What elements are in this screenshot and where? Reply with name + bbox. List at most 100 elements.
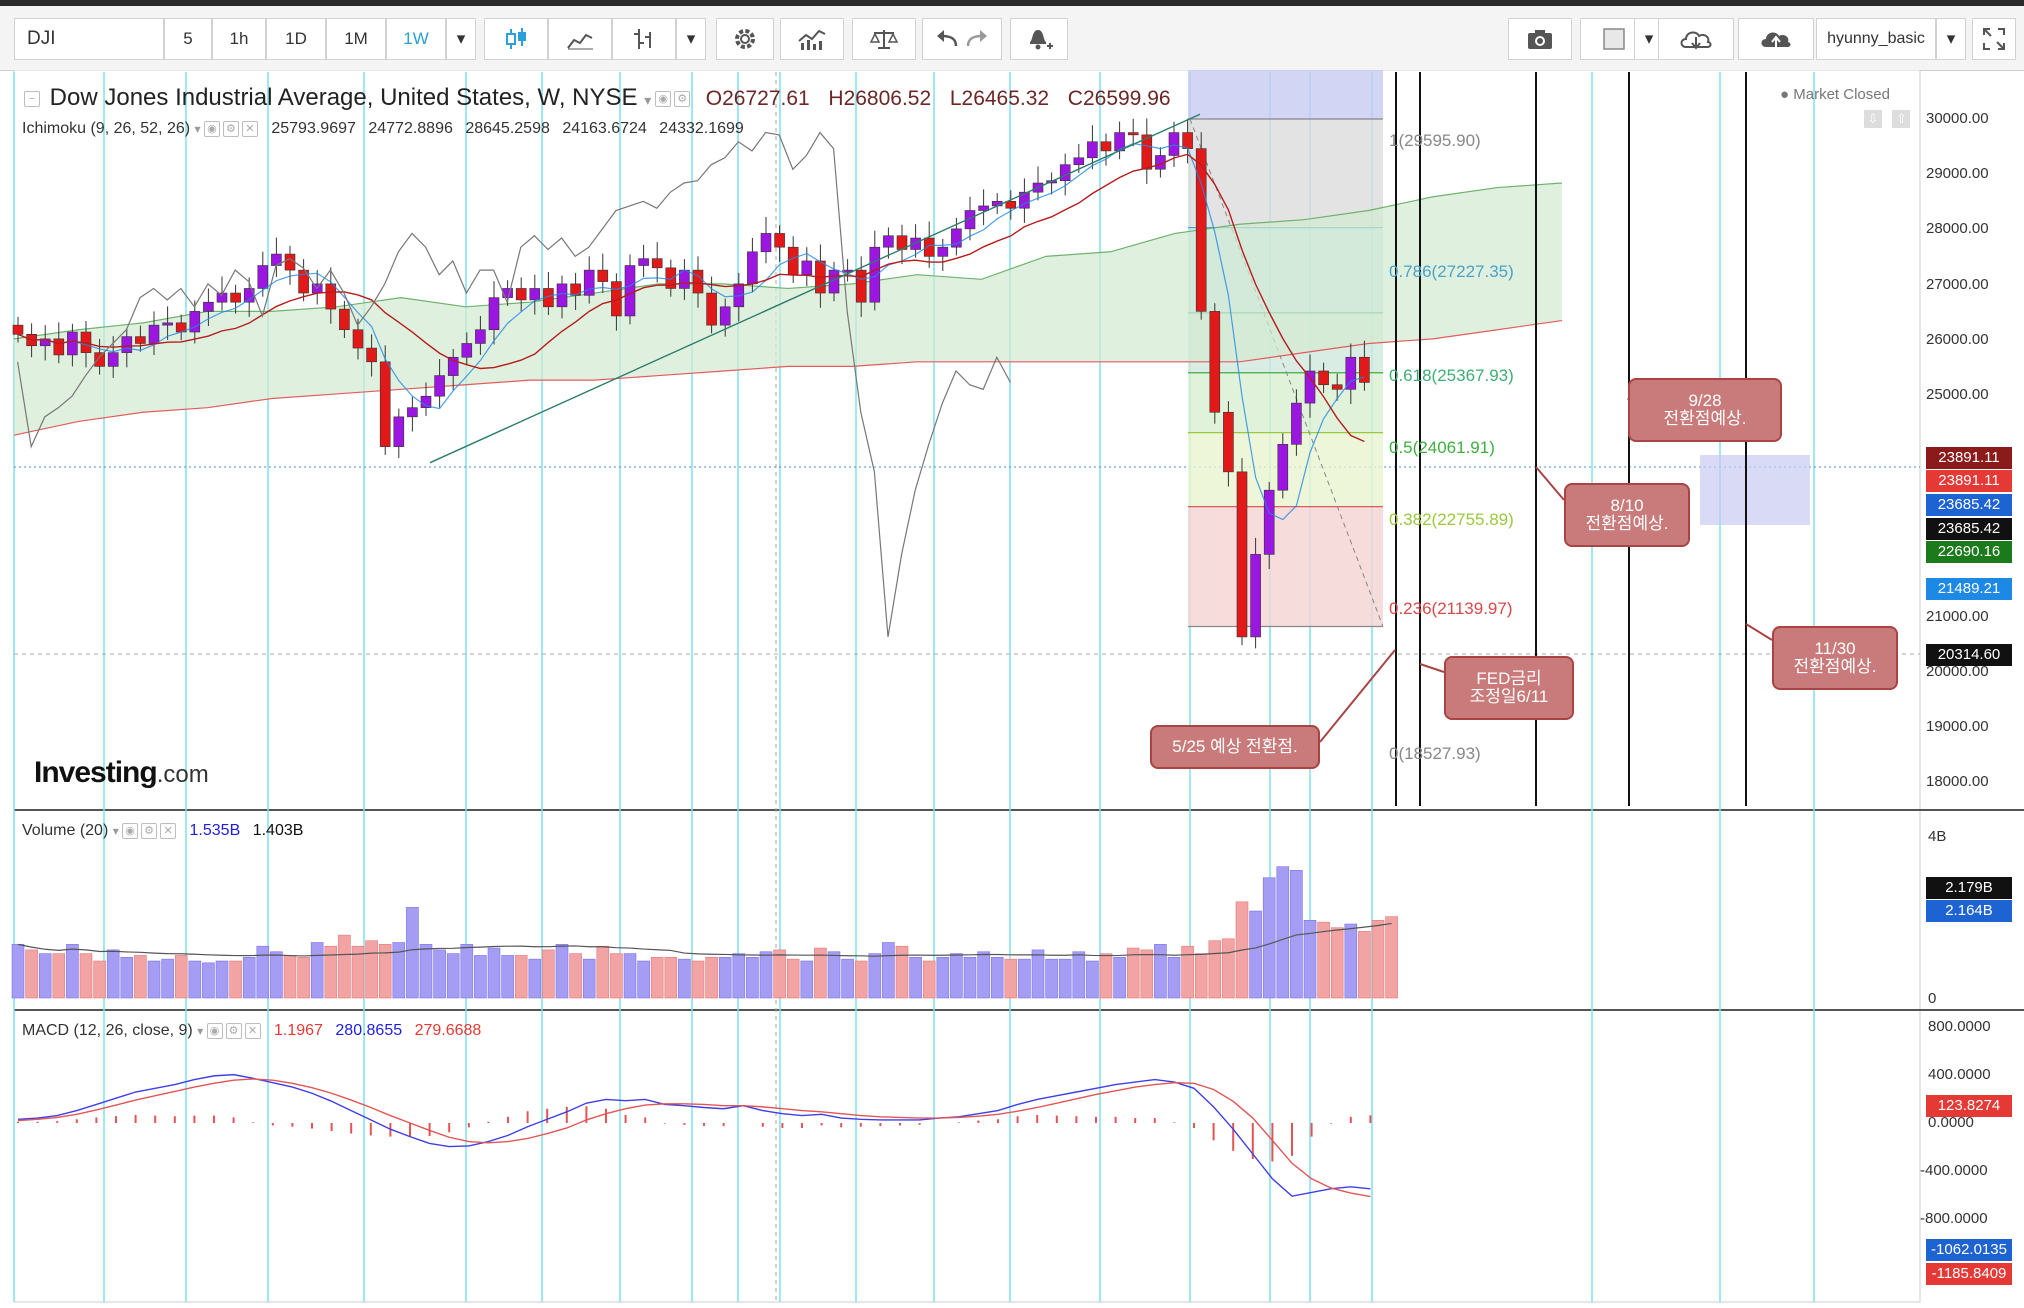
main-series-legend: − Dow Jones Industrial Average, United S… xyxy=(24,84,1171,112)
macd-value-macd: 280.8655 xyxy=(335,1022,403,1039)
volume-bar xyxy=(786,958,800,999)
chevron-down-icon: ▾ xyxy=(686,29,696,48)
candle-body xyxy=(1318,370,1329,386)
screenshot-button[interactable] xyxy=(1508,18,1572,60)
candle-body xyxy=(923,237,935,257)
close-icon[interactable]: ✕ xyxy=(244,1022,261,1039)
compare-button[interactable] xyxy=(852,18,916,60)
candle-body xyxy=(1331,384,1343,390)
interval-dropdown-button[interactable]: ▾ xyxy=(446,18,476,60)
volume-bar xyxy=(800,960,814,999)
interval-label: 1h xyxy=(229,29,249,48)
interval-1h-button[interactable]: 1h xyxy=(212,18,266,60)
candle-body xyxy=(1263,489,1275,555)
interval-1w-button[interactable]: 1W xyxy=(386,18,446,60)
settings-button[interactable] xyxy=(716,18,774,60)
volume-bar xyxy=(705,956,718,999)
eye-icon[interactable]: ◉ xyxy=(122,822,139,839)
investing-logo: Investing.com xyxy=(34,756,209,790)
ohlc-open: O26727.61 xyxy=(705,87,810,110)
chevron-down-icon: ▾ xyxy=(1644,29,1654,48)
volume-bar xyxy=(433,949,446,999)
gear-icon[interactable]: ⚙ xyxy=(222,120,239,137)
pane-background xyxy=(13,70,1921,1303)
candle-body xyxy=(39,338,51,347)
volume-bar xyxy=(895,945,909,999)
candle-body xyxy=(692,269,704,294)
collapse-icon[interactable]: − xyxy=(24,90,40,107)
callout-fed-rate-date[interactable]: FED금리 조정일6/11 xyxy=(1444,656,1574,720)
candle-body xyxy=(1209,311,1221,413)
candle-body xyxy=(257,265,269,289)
volume-bar xyxy=(854,960,868,999)
candle-body xyxy=(787,246,799,276)
candle-body xyxy=(379,361,391,447)
eye-icon[interactable]: ◉ xyxy=(203,120,220,137)
callout-turning-point-0928[interactable]: 9/28 전환점예상. xyxy=(1628,378,1782,442)
price-tag: 23685.42 xyxy=(1926,494,2012,516)
chevron-down-icon[interactable]: ▾ xyxy=(194,122,204,136)
volume-bar xyxy=(446,953,460,999)
chevron-down-icon[interactable]: ▾ xyxy=(197,1024,207,1038)
chevron-down-icon: ▾ xyxy=(1946,29,1956,48)
candle-body xyxy=(1005,201,1017,209)
close-icon[interactable]: ✕ xyxy=(241,120,258,137)
indicators-button[interactable] xyxy=(780,18,844,60)
symbol-text: DJI xyxy=(27,28,56,49)
bar-style-button[interactable] xyxy=(612,18,676,60)
gear-icon[interactable]: ⚙ xyxy=(141,822,158,839)
line-style-button[interactable] xyxy=(548,18,612,60)
volume-bar xyxy=(93,960,106,999)
chevron-down-icon[interactable]: ▾ xyxy=(644,92,656,108)
save-chart-button[interactable] xyxy=(1738,18,1814,60)
interval-1m-button[interactable]: 1M xyxy=(326,18,386,60)
candle-style-button[interactable] xyxy=(484,18,548,60)
arrow-down-icon[interactable]: ⇩ xyxy=(1864,110,1882,128)
fullscreen-button[interactable] xyxy=(1972,18,2016,60)
callout-expected-turning-point[interactable]: 5/25 예상 전환점. xyxy=(1150,725,1320,769)
volume-bar xyxy=(1154,944,1167,999)
gear-icon[interactable]: ⚙ xyxy=(225,1022,242,1039)
add-alert-button[interactable] xyxy=(1010,18,1068,60)
volume-bar xyxy=(365,940,378,999)
fib-level-label: 0.618(25367.93) xyxy=(1389,366,1514,385)
redo-icon[interactable] xyxy=(962,28,990,50)
gear-icon[interactable]: ⚙ xyxy=(674,90,691,107)
candle-body xyxy=(447,356,459,376)
eye-icon[interactable]: ◉ xyxy=(655,90,672,107)
chevron-down-icon[interactable]: ▾ xyxy=(112,824,123,838)
volume-bar xyxy=(582,958,596,999)
volume-bar xyxy=(528,958,542,999)
candle-body xyxy=(53,338,65,356)
volume-bar xyxy=(215,960,229,999)
volume-bar xyxy=(270,951,283,999)
volume-bar xyxy=(841,958,854,999)
candle-body xyxy=(148,324,160,344)
volume-bar xyxy=(106,949,120,999)
close-icon[interactable]: ✕ xyxy=(160,822,177,839)
profile-dropdown-button[interactable]: ▾ xyxy=(1936,18,1966,60)
market-status-text: Market Closed xyxy=(1793,86,1890,103)
eye-icon[interactable]: ◉ xyxy=(206,1022,223,1039)
symbol-search-input[interactable]: DJI xyxy=(14,18,164,60)
undo-icon[interactable] xyxy=(934,28,962,50)
candle-body xyxy=(1304,370,1316,404)
load-chart-button[interactable] xyxy=(1658,18,1734,60)
volume-value-average: 1.403B xyxy=(252,822,304,839)
callout-text: 전환점예상. xyxy=(1793,657,1877,676)
volume-bar xyxy=(1317,921,1330,999)
arrow-up-icon[interactable]: ⇧ xyxy=(1892,110,1911,128)
macd-axis-label: -800.0000 xyxy=(1920,1210,1988,1227)
chart-canvas[interactable] xyxy=(0,70,2024,1308)
style-dropdown-button[interactable]: ▾ xyxy=(676,18,706,60)
volume-bar xyxy=(66,944,79,999)
user-profile-button[interactable]: hyunny_basic xyxy=(1816,18,1936,60)
volume-bar xyxy=(11,944,25,999)
callout-turning-point-1130[interactable]: 11/30 전환점예상. xyxy=(1772,626,1898,690)
candle-body xyxy=(1345,356,1357,390)
scale-buttons: ⇩ ⇧ xyxy=(1864,110,1911,128)
candle-body xyxy=(284,253,296,271)
interval-1d-button[interactable]: 1D xyxy=(266,18,326,60)
interval-5-button[interactable]: 5 xyxy=(164,18,212,60)
callout-turning-point-0810[interactable]: 8/10 전환점예상. xyxy=(1564,483,1690,547)
